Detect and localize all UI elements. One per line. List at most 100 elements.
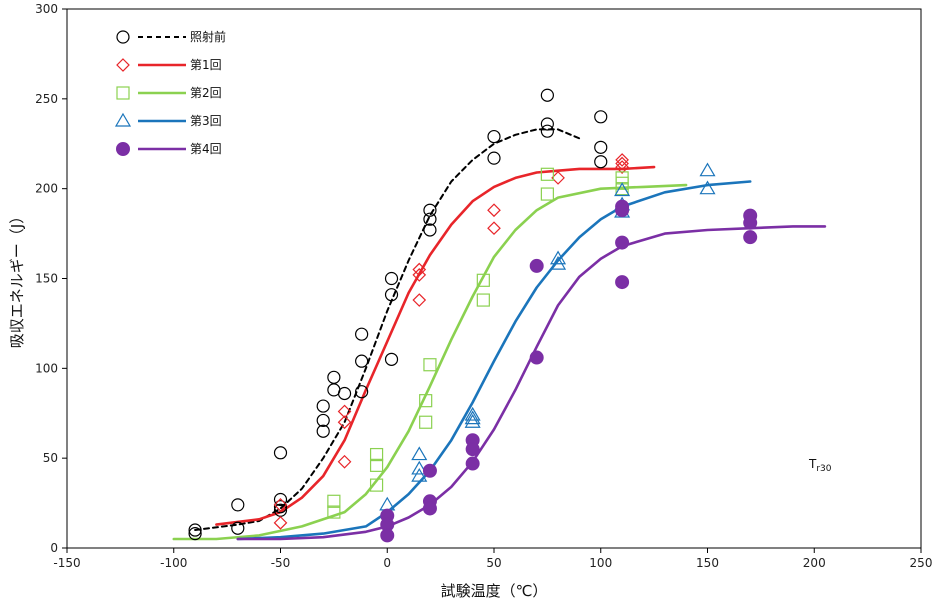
data-point-series-3 [369, 478, 384, 492]
data-point-series-2 [337, 404, 352, 419]
x-tick-label: -100 [160, 556, 187, 570]
data-point-series-5 [615, 275, 630, 290]
data-point-series-5 [615, 203, 630, 218]
data-point-series-4 [550, 255, 567, 270]
data-point-series-1 [423, 203, 437, 217]
y-tick-label: 250 [35, 92, 58, 106]
data-point-series-4 [699, 162, 716, 177]
data-point-series-5 [422, 501, 437, 516]
data-point-series-4 [411, 467, 428, 482]
data-points [188, 88, 758, 543]
data-point-series-2 [487, 203, 501, 218]
legend-label-series-1: 照射前 [190, 29, 226, 44]
data-point-series-1 [355, 354, 369, 368]
tr30-annotation-sub: r30 [816, 464, 831, 474]
data-point-series-4 [411, 460, 428, 475]
data-point-series-2 [337, 415, 352, 430]
data-point-series-3 [419, 394, 433, 408]
data-point-series-5 [615, 235, 630, 250]
legend-marker-series-2 [116, 58, 130, 72]
data-point-series-1 [188, 523, 202, 537]
data-point-series-1 [316, 399, 330, 413]
data-point-series-1 [540, 88, 554, 102]
data-point-series-4 [550, 250, 567, 265]
data-point-series-3 [369, 458, 384, 472]
tr30-annotation: Tr30 [808, 457, 832, 474]
data-point-series-1 [273, 492, 288, 507]
y-axis-title: 吸収エネルギー（J） [8, 209, 26, 348]
x-tick-label: 50 [486, 556, 501, 570]
legend-marker-series-5 [116, 142, 130, 156]
legend-marker-series-1 [116, 30, 130, 44]
data-point-series-2 [615, 160, 629, 174]
data-point-series-1 [231, 498, 245, 512]
data-point-series-2 [337, 454, 352, 469]
data-point-series-1 [355, 327, 369, 341]
legend-marker-series-4 [114, 112, 132, 127]
data-point-series-3 [327, 505, 341, 519]
y-tick-label: 0 [50, 541, 58, 555]
data-point-series-1 [337, 386, 352, 401]
data-point-series-5 [529, 258, 544, 273]
x-tick-label: 100 [589, 556, 612, 570]
data-point-series-1 [423, 223, 437, 237]
data-point-series-4 [464, 414, 481, 428]
data-point-series-2 [615, 153, 629, 167]
data-point-series-1 [540, 124, 554, 138]
data-point-series-4 [614, 182, 631, 197]
data-point-series-5 [743, 215, 758, 230]
legend-label-series-5: 第4回 [190, 142, 222, 156]
data-point-series-1 [231, 521, 245, 535]
data-point-series-2 [412, 293, 427, 307]
data-point-series-3 [423, 358, 437, 372]
y-tick-label: 50 [43, 451, 58, 465]
data-point-series-1 [487, 151, 501, 165]
x-tick-label: 0 [383, 556, 391, 570]
data-point-series-4 [464, 406, 481, 421]
fit-line-series-1 [194, 128, 581, 531]
data-point-series-5 [465, 442, 480, 457]
data-point-series-5 [422, 463, 437, 478]
data-point-series-2 [487, 221, 501, 236]
data-point-series-1 [327, 370, 341, 384]
y-tick-label: 200 [35, 182, 58, 196]
y-tick-label: 100 [35, 361, 58, 375]
legend-marker-series-3 [116, 86, 130, 100]
data-point-series-5 [465, 456, 480, 471]
plot-area [66, 8, 922, 549]
data-point-series-3 [419, 415, 433, 429]
data-point-series-5 [743, 230, 758, 245]
data-point-series-5 [380, 528, 395, 543]
data-point-series-1 [273, 500, 288, 514]
data-point-series-2 [273, 515, 288, 530]
data-point-series-3 [327, 494, 341, 508]
legend-label-series-3: 第2回 [190, 86, 222, 100]
x-tick-label: 200 [803, 556, 826, 570]
legend-label-series-4: 第3回 [190, 114, 222, 128]
x-axis-ticks: -150 -100 -50 0 50 100 150 200 250 [53, 548, 932, 570]
x-tick-label: 250 [910, 556, 933, 570]
data-point-series-1 [316, 424, 330, 438]
fit-line-series-5 [236, 225, 827, 541]
data-point-series-1 [316, 413, 330, 428]
data-point-series-1 [540, 117, 554, 131]
data-point-series-1 [423, 212, 437, 226]
y-tick-label: 150 [35, 272, 58, 286]
data-point-series-2 [273, 498, 288, 512]
fit-line-series-3 [172, 183, 688, 541]
x-tick-label: -50 [271, 556, 291, 570]
data-point-series-3 [476, 273, 490, 287]
y-axis-ticks: 0 50 100 150 200 250 300 [35, 2, 67, 555]
data-point-series-1 [273, 446, 288, 460]
data-point-series-2 [551, 171, 565, 185]
data-point-series-1 [188, 527, 202, 541]
data-point-series-1 [487, 129, 501, 144]
data-point-series-4 [699, 180, 716, 195]
data-point-series-2 [412, 262, 427, 277]
data-point-series-2 [412, 268, 427, 282]
data-point-series-1 [384, 271, 399, 286]
legend-label-series-2: 第1回 [190, 58, 222, 72]
data-point-series-3 [540, 167, 554, 181]
